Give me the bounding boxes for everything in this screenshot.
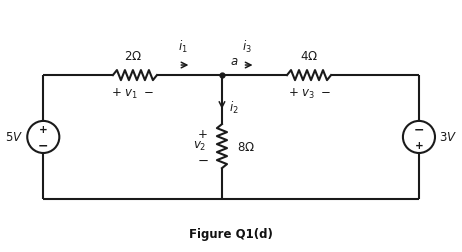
Text: −: − [413,123,424,136]
Text: $+\ v_1\ -$: $+\ v_1\ -$ [111,87,154,101]
Text: $5V$: $5V$ [6,131,24,144]
Text: $2\Omega$: $2\Omega$ [123,50,142,63]
Text: $-$: $-$ [197,153,208,166]
Text: $+$: $+$ [197,127,208,140]
Text: $a$: $a$ [230,55,238,68]
Text: $i_3$: $i_3$ [242,39,252,55]
Text: $v_2$: $v_2$ [193,139,207,152]
Text: $8\Omega$: $8\Omega$ [237,140,255,153]
Text: Figure Q1(d): Figure Q1(d) [189,227,273,240]
Text: $4\Omega$: $4\Omega$ [300,50,318,63]
Text: $i_2$: $i_2$ [229,100,238,116]
Text: +: + [39,125,48,135]
Text: −: − [38,139,49,152]
Text: $3V$: $3V$ [438,131,456,144]
Text: $i_1$: $i_1$ [178,39,188,55]
Text: $+\ v_3\ -$: $+\ v_3\ -$ [287,87,330,101]
Text: +: + [414,141,423,151]
